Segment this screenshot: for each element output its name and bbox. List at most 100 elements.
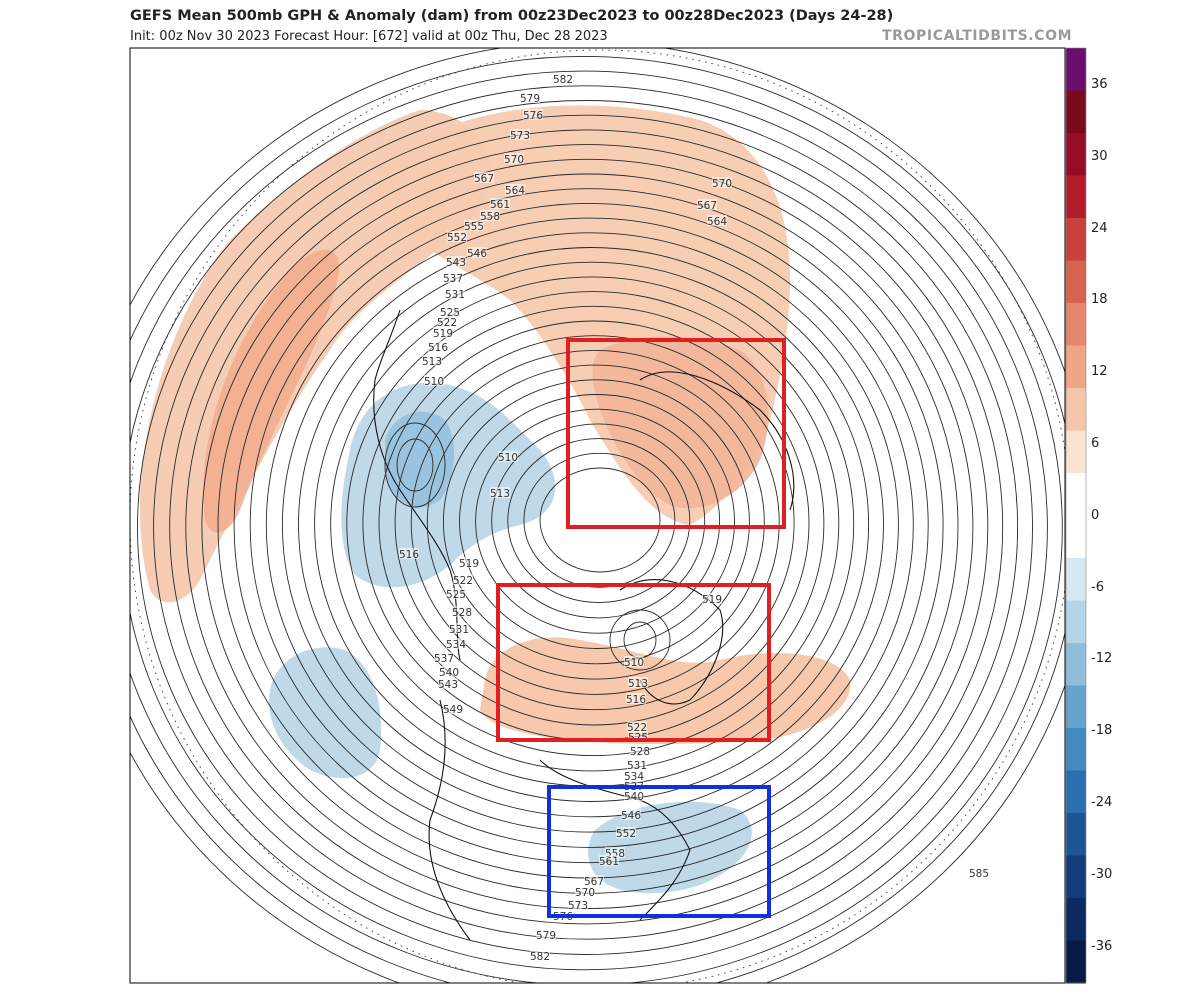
- colorbar-swatch: [1066, 600, 1086, 644]
- height-contour-line: [298, 247, 884, 802]
- contour-label: 513: [628, 678, 648, 690]
- contour-label: 546: [621, 810, 641, 822]
- height-contour-line: [281, 232, 899, 818]
- contour-label-bg: [707, 215, 727, 226]
- contour-label: 552: [616, 828, 636, 840]
- colorbar-swatch: [1066, 813, 1086, 857]
- contour-label: 528: [630, 746, 650, 758]
- contour-label: 519: [459, 558, 479, 570]
- chart-title: GEFS Mean 500mb GPH & Anomaly (dam) from…: [130, 8, 894, 24]
- contour-label: 567: [584, 876, 604, 888]
- contour-label-bg: [624, 656, 644, 667]
- chart-subtitle: Init: 00z Nov 30 2023 Forecast Hour: [67…: [130, 29, 608, 44]
- map-frame: [129, 47, 1066, 984]
- contour-label-bg: [464, 220, 484, 231]
- contour-label: 534: [446, 639, 466, 651]
- colorbar-swatch: [1066, 643, 1086, 687]
- colorbar-label: 24: [1091, 220, 1108, 236]
- contour-label: 519: [433, 328, 453, 340]
- contour-label: 510: [424, 376, 444, 388]
- coast-europe: [639, 371, 795, 511]
- low-center-contour: [609, 609, 671, 671]
- contour-label: 567: [474, 173, 494, 185]
- contour-label: 522: [437, 317, 457, 329]
- contour-label: 531: [627, 760, 647, 772]
- contour-label-bg: [712, 177, 732, 188]
- contour-label-bg: [459, 557, 479, 568]
- colorbar-swatch: [1066, 940, 1086, 984]
- height-contour-line: [378, 320, 810, 726]
- contour-label-bg: [605, 847, 625, 858]
- height-contour-line: [233, 188, 944, 864]
- colorbar-swatch: [1066, 48, 1086, 92]
- contour-label: 564: [505, 185, 525, 197]
- colorbar-swatch: [1066, 685, 1086, 729]
- colorbar-label: -18: [1091, 723, 1113, 739]
- colorbar-label: 6: [1091, 436, 1100, 451]
- contour-label-bg: [434, 652, 454, 663]
- height-contour-line: [426, 364, 765, 680]
- contour-label-bg: [553, 73, 573, 84]
- contour-label: 564: [707, 216, 727, 228]
- contour-label: 573: [568, 900, 588, 912]
- height-contour-line: [249, 202, 929, 848]
- contour-label: 549: [443, 704, 463, 716]
- contour-label: 582: [530, 951, 550, 963]
- contour-label-bg: [446, 588, 466, 599]
- contour-label-bg: [627, 759, 647, 770]
- contour-label-bg: [628, 677, 648, 688]
- contour-label: 510: [624, 657, 644, 669]
- height-contour-line: [410, 349, 780, 695]
- contour-label: 552: [447, 232, 467, 244]
- colorbar-label: 18: [1091, 292, 1108, 308]
- contour-label: 522: [453, 575, 473, 587]
- contour-label-bg: [520, 92, 540, 103]
- highlight-boxes: [496, 338, 786, 918]
- contour-label-bg: [438, 678, 458, 689]
- contour-label-bg: [697, 199, 717, 210]
- contour-label-bg: [624, 790, 644, 801]
- contour-label: 579: [536, 930, 556, 942]
- contour-label-bg: [440, 306, 460, 317]
- positive-anomaly-canada: [480, 637, 851, 745]
- colorbar-swatch: [1066, 303, 1086, 347]
- colorbar-swatch: [1066, 260, 1086, 304]
- contour-label-bg: [424, 375, 444, 386]
- height-contour-line: [330, 276, 855, 772]
- contour-label-bg: [449, 623, 469, 634]
- contour-label: 537: [443, 273, 463, 285]
- contour-label-bg: [399, 548, 419, 559]
- height-contour-line: [523, 452, 676, 588]
- contour-label: 555: [464, 221, 484, 233]
- contour-label-bg: [428, 341, 448, 352]
- coast-north-america: [428, 699, 691, 941]
- negative-anomaly-east-us: [588, 801, 752, 894]
- contour-label: 561: [490, 199, 510, 211]
- contour-label-bg: [498, 451, 518, 462]
- contour-label-bg: [626, 693, 646, 704]
- contour-label: 570: [504, 154, 524, 166]
- coastlines: [373, 309, 795, 941]
- contour-label: 540: [624, 791, 644, 803]
- anomaly-shading: [139, 105, 851, 894]
- colorbar-swatch: [1066, 345, 1086, 389]
- contour-label-layer: 5825795765735705675645615585555525465435…: [399, 73, 989, 963]
- contour-label: 570: [575, 887, 595, 899]
- contour-label-bg: [490, 487, 510, 498]
- colorbar-swatch: [1066, 898, 1086, 942]
- contour-label-bg: [702, 593, 722, 604]
- contour-label-bg: [467, 247, 487, 258]
- height-contour-line: [507, 438, 691, 604]
- coast-greenland: [619, 579, 724, 705]
- height-contour-line: [459, 394, 735, 649]
- low-center-contour: [396, 438, 434, 492]
- colorbar-label: -36: [1091, 938, 1113, 954]
- positive-anomaly-pacific-core: [203, 249, 339, 533]
- colorbar-swatch: [1066, 175, 1086, 219]
- colorbar-swatch: [1066, 473, 1086, 517]
- colorbar-label: 12: [1091, 364, 1108, 380]
- contour-label-bg: [630, 745, 650, 756]
- height-contour-line: [169, 129, 1004, 925]
- height-contour-line: [491, 423, 706, 619]
